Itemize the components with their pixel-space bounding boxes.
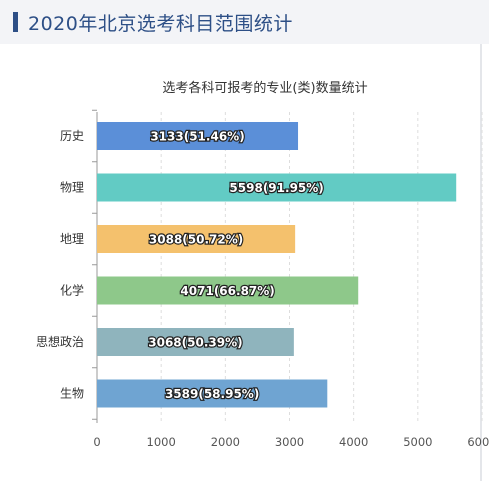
header-accent-bar bbox=[13, 12, 18, 32]
page-title: 2020年北京选考科目范围统计 bbox=[28, 13, 293, 35]
x-tick-label: 3000 bbox=[275, 435, 304, 449]
bar-data-label: 5598(91.95%) bbox=[229, 181, 323, 195]
category-label: 化学 bbox=[60, 283, 84, 298]
x-tick-label: 4000 bbox=[339, 435, 368, 449]
bar-0 bbox=[97, 122, 299, 150]
header-banner: 2020年北京选考科目范围统计 bbox=[0, 0, 489, 44]
chart-title: 选考各科可报考的专业(类)数量统计 bbox=[162, 80, 367, 96]
x-tick-label: 6000 bbox=[467, 435, 489, 449]
x-tick-label: 1000 bbox=[147, 435, 176, 449]
panel-border bbox=[480, 44, 482, 481]
category-label: 地理 bbox=[60, 232, 84, 246]
category-label: 物理 bbox=[60, 181, 84, 195]
category-label: 历史 bbox=[60, 129, 84, 143]
bar-1 bbox=[97, 173, 457, 202]
bar-data-label: 3133(51.46%) bbox=[150, 130, 244, 144]
x-tick-label: 5000 bbox=[403, 435, 432, 449]
bar-5 bbox=[97, 379, 328, 408]
x-tick-label: 0 bbox=[93, 435, 100, 449]
x-tick-label: 2000 bbox=[211, 435, 240, 449]
category-label: 思想政治 bbox=[36, 334, 84, 349]
bar-3 bbox=[97, 276, 359, 305]
bar-2 bbox=[97, 225, 296, 253]
y-axis bbox=[92, 109, 98, 423]
grid-lines bbox=[96, 112, 483, 423]
bars bbox=[97, 122, 457, 408]
bar-data-label: 3589(58.95%) bbox=[165, 387, 259, 401]
bar-data-label: 3088(50.72%) bbox=[149, 233, 243, 247]
bar-4 bbox=[97, 328, 294, 356]
bar-data-label: 4071(66.87%) bbox=[180, 284, 274, 298]
data-labels: 3133(51.46%) 5598(91.95%) 3088(50.72%) 4071… bbox=[147, 128, 325, 402]
category-label: 生物 bbox=[60, 387, 84, 401]
bar-data-label: 3068(50.39%) bbox=[148, 336, 242, 350]
x-tick-labels: 0 1000 2000 3000 4000 5000 6000 bbox=[93, 435, 489, 449]
